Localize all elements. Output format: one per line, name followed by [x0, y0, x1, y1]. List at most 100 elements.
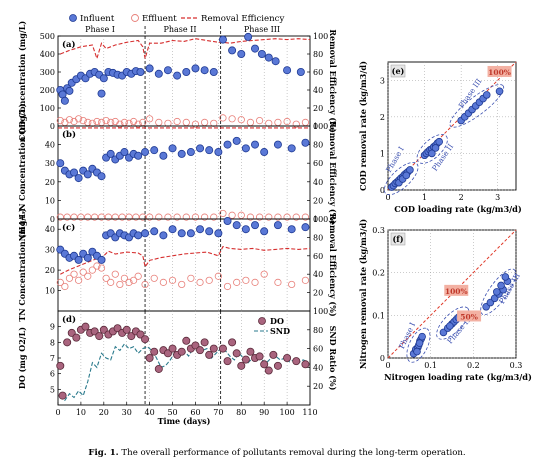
panel-letter-box: [390, 64, 406, 78]
effluent-point: [274, 278, 282, 286]
effluent-point: [125, 213, 133, 221]
panel-f: 0 0.1 0.2 0.3 0 0.1 0.2 0.3 Nitrogen loading rat…: [358, 219, 532, 382]
do-point: [150, 347, 159, 356]
data-point: [501, 273, 510, 281]
do-point: [90, 327, 99, 336]
annotation-badge: [457, 310, 482, 322]
y-tick-label: 10: [45, 196, 55, 205]
do-point: [301, 360, 310, 369]
legend-removal-label: Removal Efficiency: [201, 14, 284, 24]
influent-point: [136, 68, 145, 77]
influent-point: [141, 148, 150, 157]
y-tick-label: 1: [380, 149, 385, 158]
influent-point: [214, 148, 223, 157]
effluent-point: [228, 115, 236, 123]
y2-axis-label: Removal Efficiency (%): [328, 213, 338, 316]
do-point: [218, 344, 227, 353]
influent-point: [251, 140, 260, 149]
influent-point: [223, 217, 232, 226]
y2-tick-label: 60: [313, 252, 323, 261]
influent-point: [120, 148, 129, 157]
do-point: [269, 350, 278, 359]
effluent-point: [219, 209, 227, 218]
influent-point: [56, 159, 65, 168]
influent-point: [273, 140, 282, 149]
effluent-point: [178, 280, 186, 289]
effluent-point: [187, 274, 195, 282]
panel-e: 0 1 2 3 0 1 2 3 COD loading rate (kg/m3/d) COD re…: [358, 61, 522, 214]
do-point: [241, 355, 250, 364]
effluent-point: [104, 213, 113, 221]
effluent-point: [246, 118, 255, 127]
do-point: [255, 352, 264, 361]
do-point: [154, 364, 163, 373]
influent-point: [218, 35, 227, 44]
effluent-point: [228, 211, 236, 219]
y2-tick-label: 20: [313, 289, 323, 298]
do-point: [182, 336, 191, 345]
annotation-text: 50%: [460, 312, 478, 321]
do-point: [168, 344, 177, 353]
effluent-point: [75, 276, 83, 284]
effluent-point: [93, 117, 101, 126]
y2-tick-label: 20: [313, 104, 323, 113]
x-tick-label: 0.2: [467, 361, 480, 370]
effluent-point: [233, 278, 241, 286]
caption-text: The overall performance of pollutants re…: [121, 448, 466, 458]
effluent-point: [79, 268, 87, 276]
effluent-point: [265, 119, 273, 127]
effluent-point: [84, 272, 92, 280]
data-point: [406, 166, 414, 174]
effluent-point: [301, 213, 310, 221]
effluent-point: [65, 116, 74, 124]
do-point: [72, 333, 81, 342]
y-tick-label: 9: [50, 323, 55, 332]
effluent-point: [182, 213, 190, 221]
y-tick-label: 500: [40, 32, 55, 41]
phase-ellipse: [416, 134, 448, 164]
y-tick-label: 200: [40, 86, 55, 95]
effluent-point: [84, 213, 92, 221]
influent-point: [301, 223, 310, 232]
panel-letter: (c): [62, 222, 75, 233]
data-point: [402, 171, 411, 180]
group-label: Phase I: [384, 145, 406, 174]
x-tick-label: 0: [55, 408, 60, 417]
do-point: [67, 328, 76, 337]
effluent-point: [61, 282, 69, 291]
do-point: [228, 338, 237, 347]
effluent-point: [118, 213, 126, 221]
effluent-point: [93, 262, 101, 270]
effluent-point: [56, 213, 64, 221]
influent-point: [134, 231, 143, 240]
y2-axis-label: SND Ratio (%): [328, 326, 338, 391]
y2-tick-label: 40: [313, 86, 323, 95]
y2-tick-label: 40: [313, 178, 323, 187]
phase-label: Phase II: [163, 25, 196, 34]
panel-letter: (b): [62, 129, 76, 140]
effluent-point: [155, 213, 163, 221]
y2-tick-label: 80: [313, 141, 323, 150]
influent-point: [150, 227, 159, 236]
data-point: [428, 149, 436, 158]
annotation-text: 100%: [445, 287, 468, 296]
y2-tick-label: 40: [313, 270, 323, 279]
effluent-point: [79, 117, 87, 125]
influent-point: [134, 151, 143, 160]
y-axis-label: COD removal rate (kg/m3/d): [358, 61, 368, 191]
effluent-point: [116, 280, 124, 289]
effluent-point: [159, 278, 167, 286]
x-tick-label: 0: [385, 193, 390, 202]
influent-point: [159, 151, 168, 160]
y2-tick-label: 60: [313, 68, 323, 77]
influent-point: [163, 66, 172, 75]
effluent-point: [210, 213, 218, 221]
do-point: [292, 357, 301, 366]
influent-point: [232, 221, 241, 230]
influent-point: [141, 229, 150, 238]
influent-point: [251, 221, 260, 230]
effluent-point: [283, 213, 291, 221]
x-axis-label: COD loading rate (kg/m3/d): [394, 204, 522, 214]
